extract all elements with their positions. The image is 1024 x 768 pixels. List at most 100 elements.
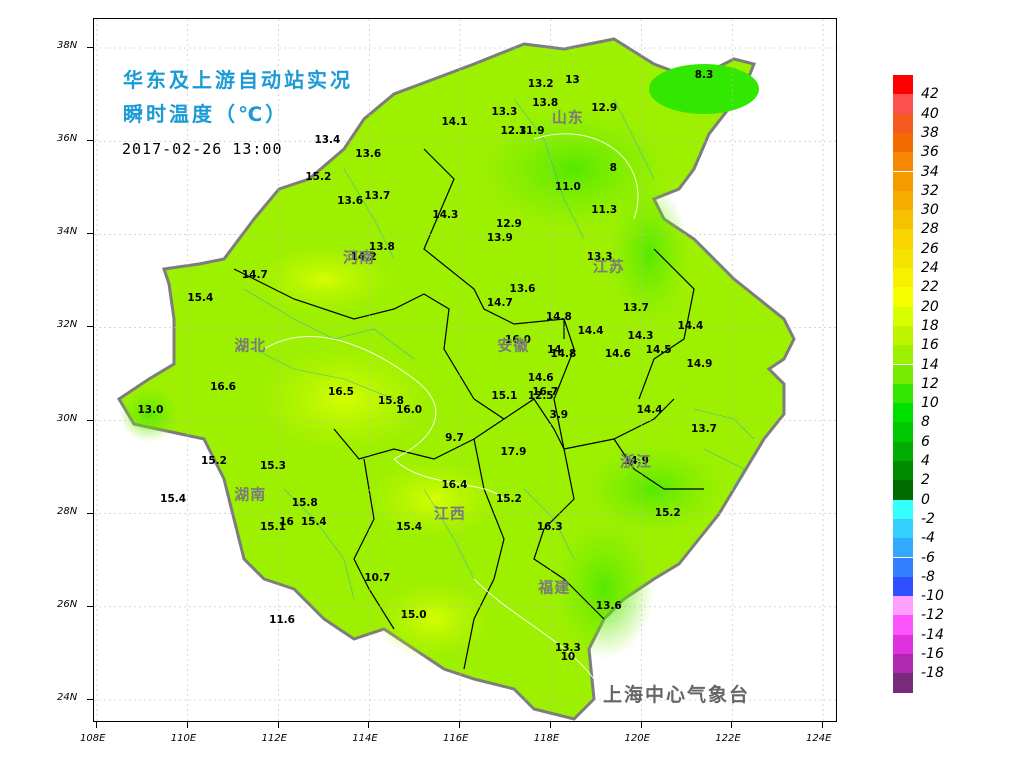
- province-label: 山东: [551, 108, 584, 127]
- province-label: 湖北: [234, 336, 267, 355]
- province-boundaries: [233, 148, 704, 670]
- station-temperature: 15.2: [495, 492, 522, 505]
- y-tick-label: 30N: [57, 412, 78, 424]
- legend-swatch: [893, 306, 913, 326]
- station-temperature: 13.7: [622, 301, 649, 314]
- legend-swatch: [893, 171, 913, 191]
- legend-swatch: [893, 654, 913, 674]
- legend-label: -2: [921, 510, 935, 527]
- legend-label: 16: [921, 337, 939, 354]
- station-temperature: 12.9: [495, 217, 522, 230]
- station-temperature: 8: [609, 162, 617, 175]
- cool-zone-peninsula: [649, 64, 759, 114]
- station-temperature: 14.4: [636, 404, 663, 417]
- legend-label: 40: [921, 105, 939, 122]
- x-tick-label: 122E: [715, 733, 741, 744]
- station-temperature: 16.7: [532, 385, 559, 398]
- station-temperature: 16.0: [505, 334, 531, 347]
- station-temperature: 14.3: [432, 208, 459, 221]
- station-temperature: 12.3: [500, 124, 527, 137]
- legend-label: 20: [921, 298, 939, 315]
- station-temperature: 12.9: [591, 101, 618, 114]
- legend-swatch: [893, 403, 913, 423]
- station-temperature: 15.2: [305, 171, 332, 184]
- x-tick-mark: [549, 722, 551, 728]
- legend-label: 8: [921, 414, 930, 431]
- x-tick-mark: [459, 722, 460, 728]
- province-label: 江苏: [592, 257, 625, 276]
- station-temperature: 9.7: [445, 432, 464, 445]
- legend-swatch: [893, 461, 913, 481]
- station-temperature: 12.5: [527, 390, 554, 403]
- x-tick-mark: [368, 722, 370, 728]
- station-temperature: 15.1: [491, 390, 518, 403]
- legend-label: 14: [921, 356, 939, 373]
- x-tick-mark: [277, 722, 279, 728]
- station-temperature: 13.8: [368, 241, 395, 254]
- province-label: 安徽: [497, 336, 530, 355]
- legend-label: -4: [921, 530, 935, 547]
- legend-label: 34: [921, 163, 939, 180]
- legend-swatch: [893, 615, 913, 635]
- station-temperature: 11.3: [591, 204, 618, 216]
- legend-label: -14: [921, 626, 944, 643]
- legend-label: 22: [921, 279, 939, 296]
- legend-label: -10: [921, 588, 944, 605]
- station-temperature: 13.6: [355, 148, 382, 161]
- station-temperature: 15.2: [201, 455, 227, 468]
- station-temperature: 13.7: [364, 190, 391, 203]
- station-temperature: 13.9: [486, 231, 513, 244]
- station-temperature: 13.3: [554, 641, 581, 654]
- station-temperature: 14.9: [686, 357, 713, 370]
- legend-label: 42: [921, 86, 939, 103]
- province-label: 江西: [433, 504, 466, 523]
- legend-swatch: [893, 190, 913, 211]
- legend-label: 18: [921, 317, 939, 334]
- station-temperature: 15.4: [300, 516, 327, 529]
- station-temperature: 11.0: [554, 180, 581, 193]
- station-temperature: 13.8: [532, 96, 559, 109]
- station-temperature: 16: [279, 516, 294, 529]
- station-temperature: 15.4: [160, 492, 187, 505]
- legend-swatch: [893, 75, 913, 95]
- station-temperature: 13: [565, 73, 580, 86]
- map-frame: [93, 18, 837, 722]
- station-temperature: 14.5: [645, 343, 672, 356]
- legend-swatch: [893, 229, 913, 249]
- cool-zone-zhejiang: [584, 444, 724, 534]
- y-tick-mark: [87, 140, 93, 142]
- map-title: 华东及上游自动站实况: [123, 68, 353, 92]
- station-temperature: 16.6: [210, 380, 237, 393]
- station-temperature: 13.6: [509, 283, 536, 296]
- x-tick-label: 110E: [170, 733, 197, 744]
- x-tick-label: 118E: [533, 733, 560, 744]
- station-temperature: 15.3: [259, 460, 286, 473]
- x-tick-label: 120E: [624, 733, 650, 744]
- legend-label: 30: [921, 202, 939, 219]
- gridlines: [94, 19, 836, 721]
- legend-label: 38: [921, 124, 939, 141]
- station-temperature: 14.9: [622, 455, 649, 468]
- station-temperature: 16.5: [328, 385, 354, 398]
- legend-swatch: [893, 576, 913, 597]
- legend-label: 4: [921, 453, 930, 469]
- legend-label: 12: [921, 375, 939, 392]
- province-label: 河南: [343, 248, 376, 267]
- legend-label: 6: [921, 433, 930, 450]
- station-temperature: 13.2: [527, 78, 554, 91]
- legend-label: 28: [921, 221, 939, 238]
- station-temperature: 13.3: [491, 106, 518, 119]
- legend-label: 10: [921, 395, 939, 412]
- y-tick-label: 32N: [57, 319, 78, 331]
- legend-label: 36: [921, 144, 939, 161]
- station-temperature: 11.9: [518, 124, 545, 137]
- station-temperature: 14.6: [604, 348, 631, 361]
- cool-zone-shandong: [479, 109, 669, 229]
- station-temperature: 15.4: [187, 292, 214, 305]
- legend-swatch: [893, 345, 913, 365]
- y-tick-mark: [87, 699, 93, 700]
- legend-swatch: [893, 287, 913, 307]
- station-temperature: 13.6: [337, 194, 364, 207]
- legend-swatch: [893, 538, 913, 558]
- station-temperature: 15.1: [259, 520, 286, 533]
